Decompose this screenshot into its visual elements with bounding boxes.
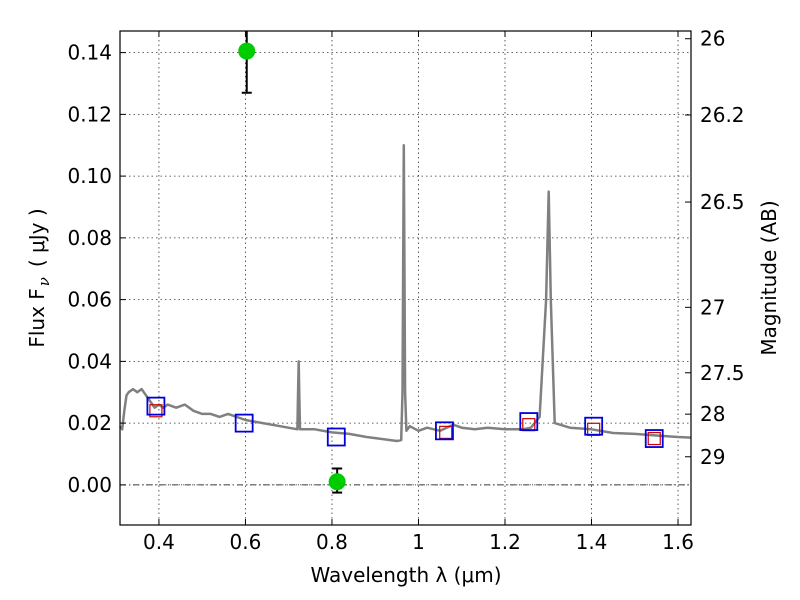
y2-axis-title: Magnitude (AB) xyxy=(757,200,781,355)
y2-tick-label: 27.5 xyxy=(700,361,745,385)
y2-tick-label: 28 xyxy=(700,402,725,426)
y-tick-label: 0.02 xyxy=(67,411,112,435)
x-tick-label: 1.4 xyxy=(576,530,608,554)
x-tick-label: 1.2 xyxy=(489,530,521,554)
y-tick-label: 0.06 xyxy=(67,288,112,312)
y-tick-label: 0.04 xyxy=(67,349,112,373)
model-band-marker xyxy=(149,404,163,418)
band-flux-marker xyxy=(326,427,346,447)
x-tick-label: 0.4 xyxy=(143,530,175,554)
x-tick-label: 1.6 xyxy=(662,530,694,554)
y-tick-label: 0.10 xyxy=(67,164,112,188)
x-axis-title: Wavelength λ (μm) xyxy=(310,563,501,587)
y2-tick-label: 27 xyxy=(700,295,725,319)
photometry-point xyxy=(238,42,256,60)
plot-area xyxy=(118,31,692,494)
y2-tick-label: 26.5 xyxy=(700,190,745,214)
y-tick-label: 0.14 xyxy=(67,41,112,65)
photometry-point xyxy=(328,473,346,491)
ticks: 0.4 0.6 0.8 1 1.2 1.4 1.6 0.00 0.02 0.04 0.06 0.08 0… xyxy=(67,27,744,554)
x-axis-label: Wavelength λ (μm) xyxy=(310,563,501,587)
model-band-marker xyxy=(647,431,661,446)
x-tick-label: 0.6 xyxy=(230,530,262,554)
y2-tick-label: 26.2 xyxy=(700,103,745,127)
band-flux-marker xyxy=(234,413,254,433)
y2-tick-label: 29 xyxy=(700,445,725,469)
band-flux-marker xyxy=(146,396,166,416)
model-spectrum-line xyxy=(118,143,692,443)
y2-axis-label: Magnitude (AB) xyxy=(757,200,781,355)
band-flux-marker xyxy=(519,412,539,431)
y-tick-label: 0.00 xyxy=(67,473,112,497)
plot-frame xyxy=(119,30,692,526)
band-flux-marker xyxy=(435,421,454,441)
y-tick-label: 0.08 xyxy=(67,226,112,250)
x-tick-label: 0.8 xyxy=(316,530,348,554)
y-axis-subscript: ν xyxy=(35,277,53,286)
band-flux-marker xyxy=(644,429,664,448)
model-band-marker xyxy=(439,425,453,439)
y2-tick-label: 26 xyxy=(700,27,725,51)
y-tick-label: 0.12 xyxy=(67,102,112,126)
x-tick-label: 1 xyxy=(412,530,425,554)
band-flux-marker xyxy=(584,416,604,436)
y-axis-title: Flux F ν ( μJy ) xyxy=(25,208,53,347)
svg-text:Flux Fν( μJy ): Flux F ν ( μJy ) xyxy=(25,208,53,347)
y-axis-unit: ( μJy ) xyxy=(25,208,49,267)
y-axis-label: Flux F xyxy=(25,288,49,347)
